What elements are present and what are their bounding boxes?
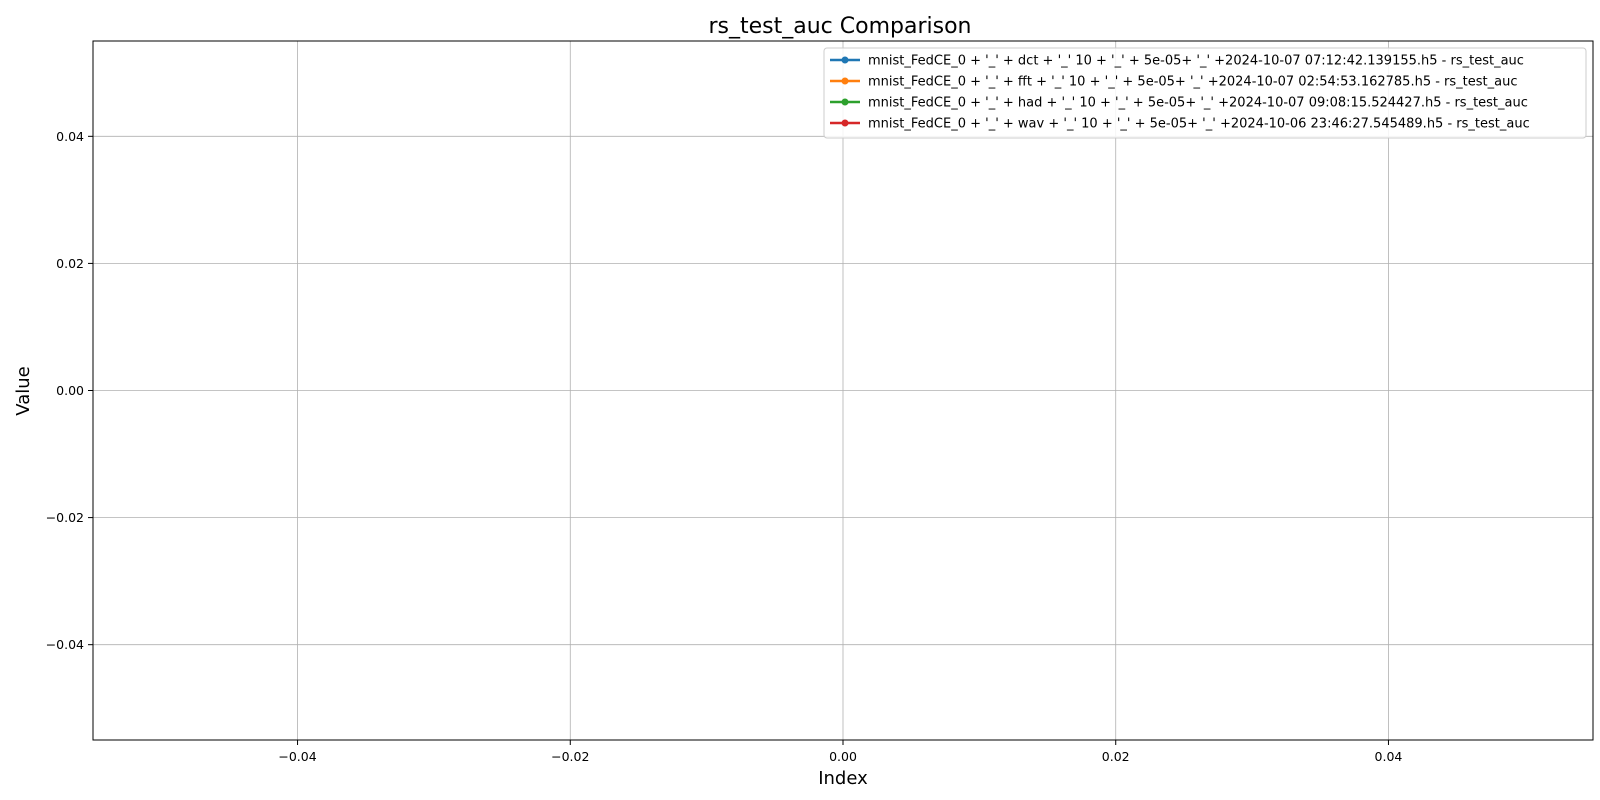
x-tick-label: −0.04 [278,749,316,764]
chart-title: rs_test_auc Comparison [709,14,972,39]
y-tick-label: −0.04 [46,637,84,652]
legend-label: mnist_FedCE_0 + '_' + had + '_' 10 + '_'… [868,96,1528,111]
legend-entry: mnist_FedCE_0 + '_' + fft + '_' 10 + '_'… [830,75,1517,90]
legend-marker-swatch [841,98,849,106]
legend-label: mnist_FedCE_0 + '_' + wav + '_' 10 + '_'… [868,117,1530,132]
x-tick-label: 0.00 [829,749,857,764]
x-axis-title: Index [818,768,868,789]
legend-marker-swatch [841,56,849,64]
y-tick-label: 0.00 [56,383,84,398]
y-axis-title: Value [13,366,34,415]
legend-entry: mnist_FedCE_0 + '_' + dct + '_' 10 + '_'… [830,54,1524,69]
legend-entry: mnist_FedCE_0 + '_' + wav + '_' 10 + '_'… [830,117,1530,132]
legend: mnist_FedCE_0 + '_' + dct + '_' 10 + '_'… [823,47,1587,139]
grid [93,41,1593,740]
x-tick-label: −0.02 [551,749,589,764]
legend-label: mnist_FedCE_0 + '_' + fft + '_' 10 + '_'… [868,75,1517,90]
legend-marker-swatch [841,119,849,127]
x-tick-label: 0.02 [1102,749,1130,764]
legend-label: mnist_FedCE_0 + '_' + dct + '_' 10 + '_'… [868,54,1524,69]
y-tick-label: 0.02 [56,256,84,271]
legend-entry: mnist_FedCE_0 + '_' + had + '_' 10 + '_'… [830,96,1528,111]
y-tick-label: 0.04 [56,129,84,144]
y-tick-label: −0.02 [46,510,84,525]
legend-box [823,47,1587,139]
x-tick-label: 0.04 [1375,749,1403,764]
y-axis: 0.04 0.02 0.00 −0.02 −0.04 [46,129,93,652]
legend-marker-swatch [841,77,849,85]
x-axis: −0.04 −0.02 0.00 0.02 0.04 [278,740,1402,764]
